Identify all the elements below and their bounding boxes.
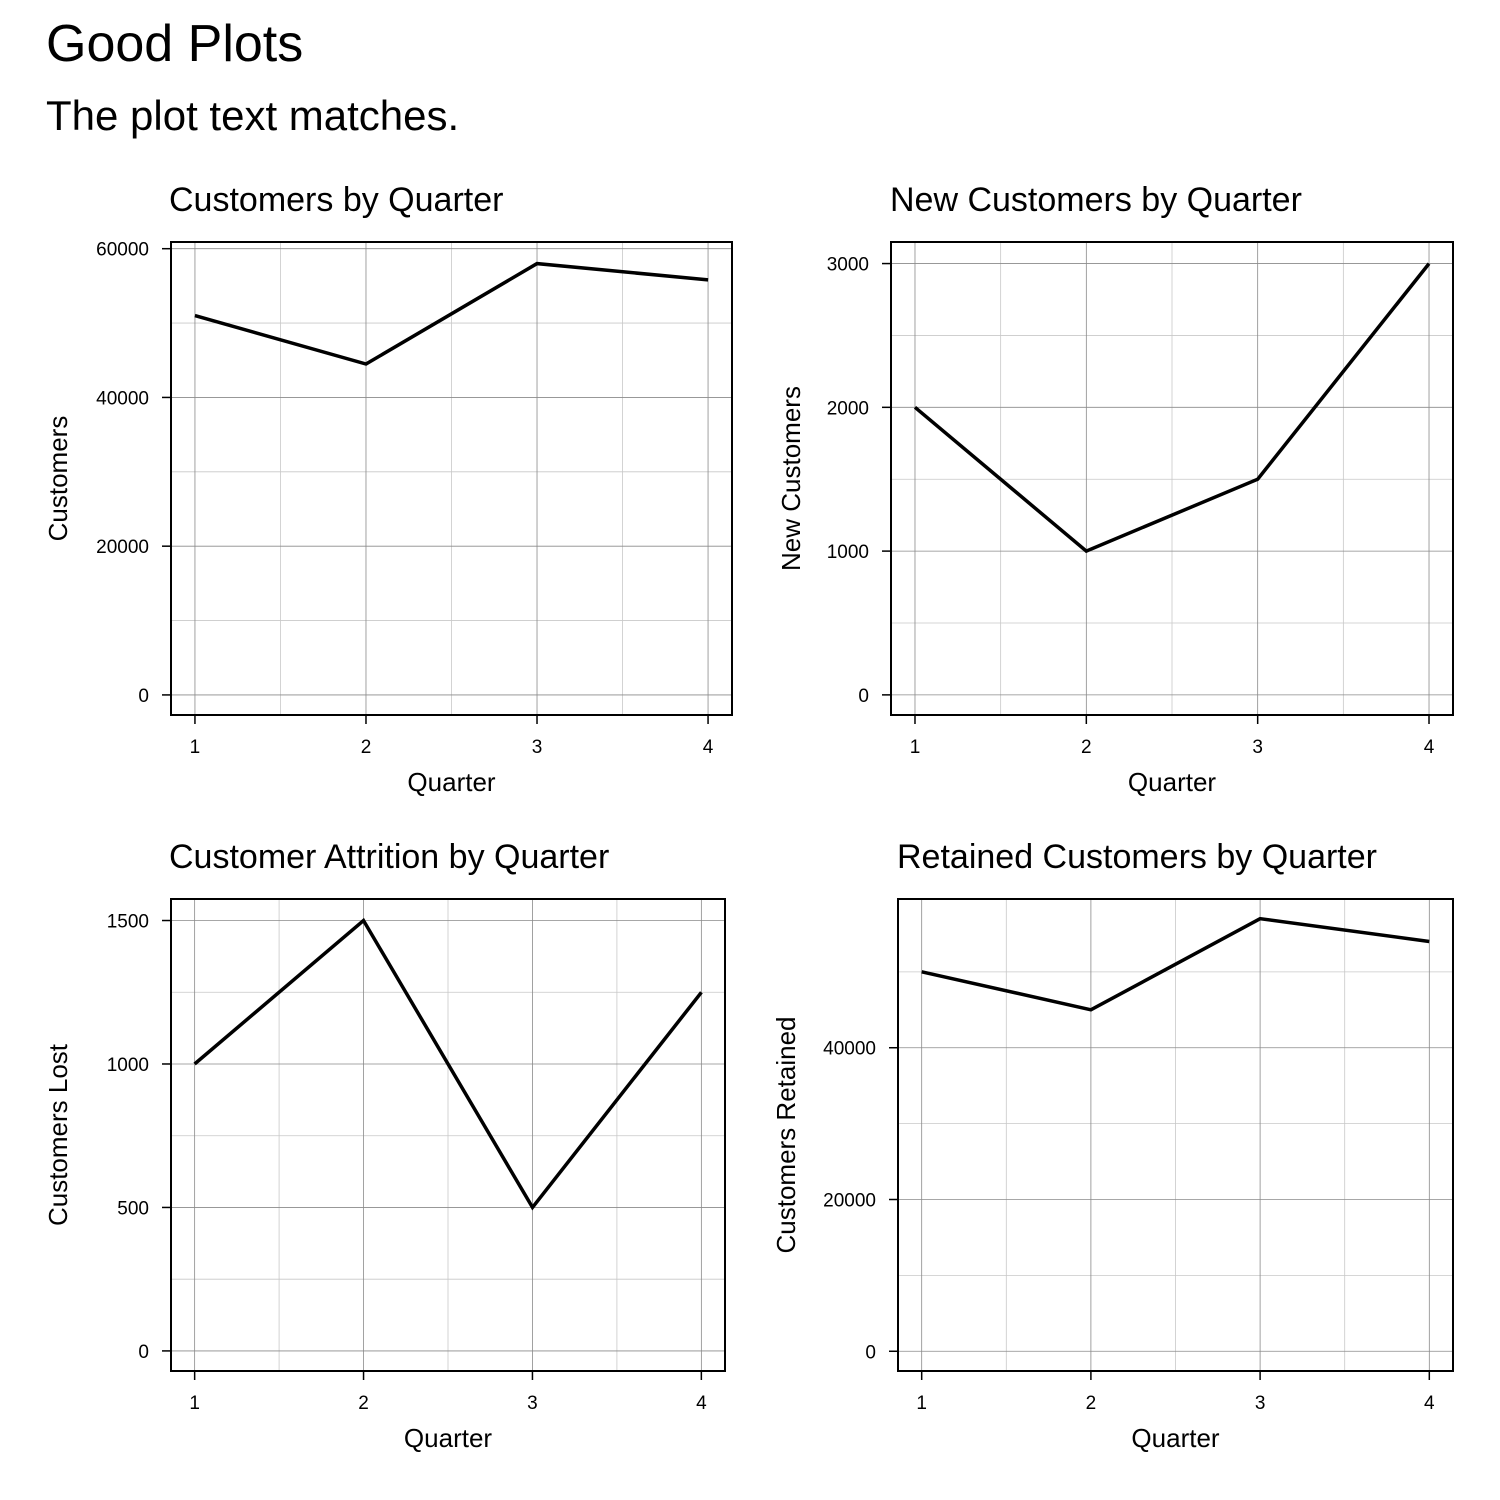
chart-panel-3: 1 2 3 4 0 500 1000 1500 Customer Attrition by Qu…	[43, 838, 726, 1453]
x-axis-label: Quarter	[1131, 1423, 1219, 1453]
x-tick-label: 2	[361, 737, 372, 758]
chart-panel-4: 1 2 3 4 0 20000 40000 Retained Customers by Qua…	[771, 838, 1454, 1453]
y-tick-label: 20000	[96, 537, 149, 558]
panel-title: Customer Attrition by Quarter	[169, 838, 609, 876]
x-tick-label: 4	[1424, 737, 1435, 758]
x-axis-label: Quarter	[1128, 767, 1216, 797]
figure-title: Good Plots	[46, 15, 304, 73]
y-tick-label: 1000	[107, 1055, 149, 1076]
y-tick-label: 60000	[96, 240, 149, 261]
y-axis-label: Customers Retained	[771, 1017, 801, 1254]
y-axis-label: Customers	[43, 416, 73, 542]
plot-area-border	[170, 241, 733, 716]
x-tick-label: 2	[1081, 737, 1092, 758]
x-tick-label: 3	[532, 737, 543, 758]
panel-title: Retained Customers by Quarter	[897, 838, 1377, 876]
y-tick-label: 0	[138, 1342, 149, 1363]
x-tick-label: 3	[1255, 1393, 1266, 1414]
plot-area-border	[170, 898, 726, 1372]
y-axis-label: New Customers	[776, 386, 806, 571]
x-tick-label: 4	[696, 1393, 707, 1414]
y-tick-label: 2000	[827, 398, 869, 419]
y-tick-label: 3000	[827, 255, 869, 276]
x-tick-label: 3	[1252, 737, 1263, 758]
figure-subtitle: The plot text matches.	[46, 92, 460, 139]
series-line	[194, 261, 709, 366]
y-tick-label: 40000	[823, 1039, 876, 1060]
x-axis-label: Quarter	[407, 767, 495, 797]
x-tick-label: 2	[1086, 1393, 1097, 1414]
y-tick-label: 0	[865, 1342, 876, 1363]
y-tick-label: 0	[858, 686, 869, 707]
x-tick-label: 1	[189, 1393, 200, 1414]
series-line	[921, 916, 1430, 1012]
plot-area-border	[897, 898, 1454, 1372]
y-tick-label: 500	[117, 1198, 149, 1219]
panel-title: New Customers by Quarter	[890, 181, 1302, 219]
chart-panel-1: 1 2 3 4 0 20000 40000 60000 Customers by Quarter…	[43, 181, 733, 797]
x-axis-label: Quarter	[404, 1423, 492, 1453]
chart-panel-2: 1 2 3 4 0 1000 2000 3000 New Customers by Quarte…	[776, 181, 1454, 797]
x-tick-label: 1	[910, 737, 921, 758]
x-tick-label: 1	[916, 1393, 927, 1414]
y-tick-label: 1000	[827, 542, 869, 563]
panel-title: Customers by Quarter	[169, 181, 503, 219]
y-tick-label: 40000	[96, 388, 149, 409]
x-tick-label: 1	[190, 737, 201, 758]
x-tick-label: 2	[358, 1393, 369, 1414]
y-tick-label: 1500	[107, 912, 149, 933]
x-tick-label: 4	[703, 737, 714, 758]
plot-area-border	[890, 241, 1454, 716]
y-tick-label: 20000	[823, 1191, 876, 1212]
y-tick-label: 0	[138, 686, 149, 707]
x-tick-label: 4	[1424, 1393, 1435, 1414]
series-line	[913, 262, 1431, 554]
y-axis-label: Customers Lost	[43, 1043, 73, 1226]
x-tick-label: 3	[527, 1393, 538, 1414]
series-line	[193, 917, 703, 1211]
